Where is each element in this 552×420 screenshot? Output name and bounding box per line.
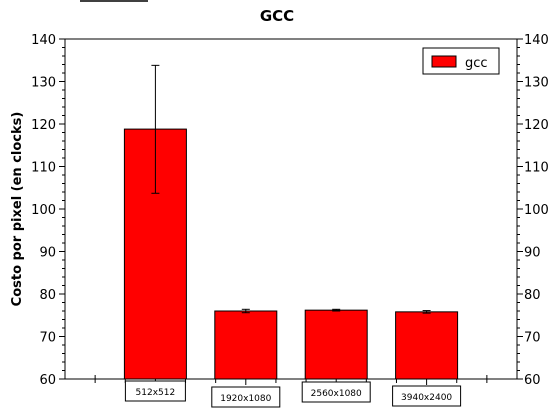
y-axis-label: Costo por pixel (en clocks) [10, 112, 25, 307]
y-tick-label-left: 70 [39, 331, 56, 346]
y-tick-label-left: 100 [31, 203, 56, 218]
category-label-box [392, 385, 462, 407]
y-tick-label-left: 140 [31, 33, 56, 48]
y-tick-label-left: 110 [31, 161, 56, 176]
y-tick-label-right: 80 [524, 288, 541, 303]
legend: gcc [422, 47, 500, 75]
y-tick-label-right: 130 [524, 76, 549, 91]
category-label: 2560x1080 [311, 389, 362, 399]
category-label: 1920x1080 [220, 394, 271, 404]
y-tick-label-left: 120 [31, 118, 56, 133]
y-tick-label-right: 70 [524, 331, 541, 346]
category-labels: 512x512 1920x1080 2560x1080 3940x2400 [124, 380, 462, 408]
y-tick-label-left: 80 [39, 288, 56, 303]
category-label-box [124, 380, 186, 402]
bar-3940x2400 [395, 311, 459, 380]
category-label: 3940x2400 [401, 393, 452, 403]
y-tick-label-left: 130 [31, 76, 56, 91]
category-label: 512x512 [136, 388, 176, 398]
bar-1920x1080 [214, 310, 278, 380]
y-tick-label-right: 60 [524, 373, 541, 388]
category-label-box [301, 381, 371, 403]
chart-title: GCC [260, 7, 294, 25]
y-tick-label-right: 90 [524, 246, 541, 261]
legend-label: gcc [465, 56, 488, 71]
y-tick-label-right: 110 [524, 161, 549, 176]
y-tick-label-right: 100 [524, 203, 549, 218]
bar-2560x1080 [304, 309, 368, 380]
y-tick-label-left: 90 [39, 246, 56, 261]
y-tick-label-right: 140 [524, 33, 549, 48]
axis-ticks: 60 60 70 70 80 80 90 90 100 100 110 110 120 120 130 130… [31, 33, 549, 388]
legend-swatch [431, 55, 457, 68]
y-tick-label-left: 60 [39, 373, 56, 388]
y-tick-label-right: 120 [524, 118, 549, 133]
bars-group [123, 64, 459, 380]
category-label-box [211, 386, 281, 408]
